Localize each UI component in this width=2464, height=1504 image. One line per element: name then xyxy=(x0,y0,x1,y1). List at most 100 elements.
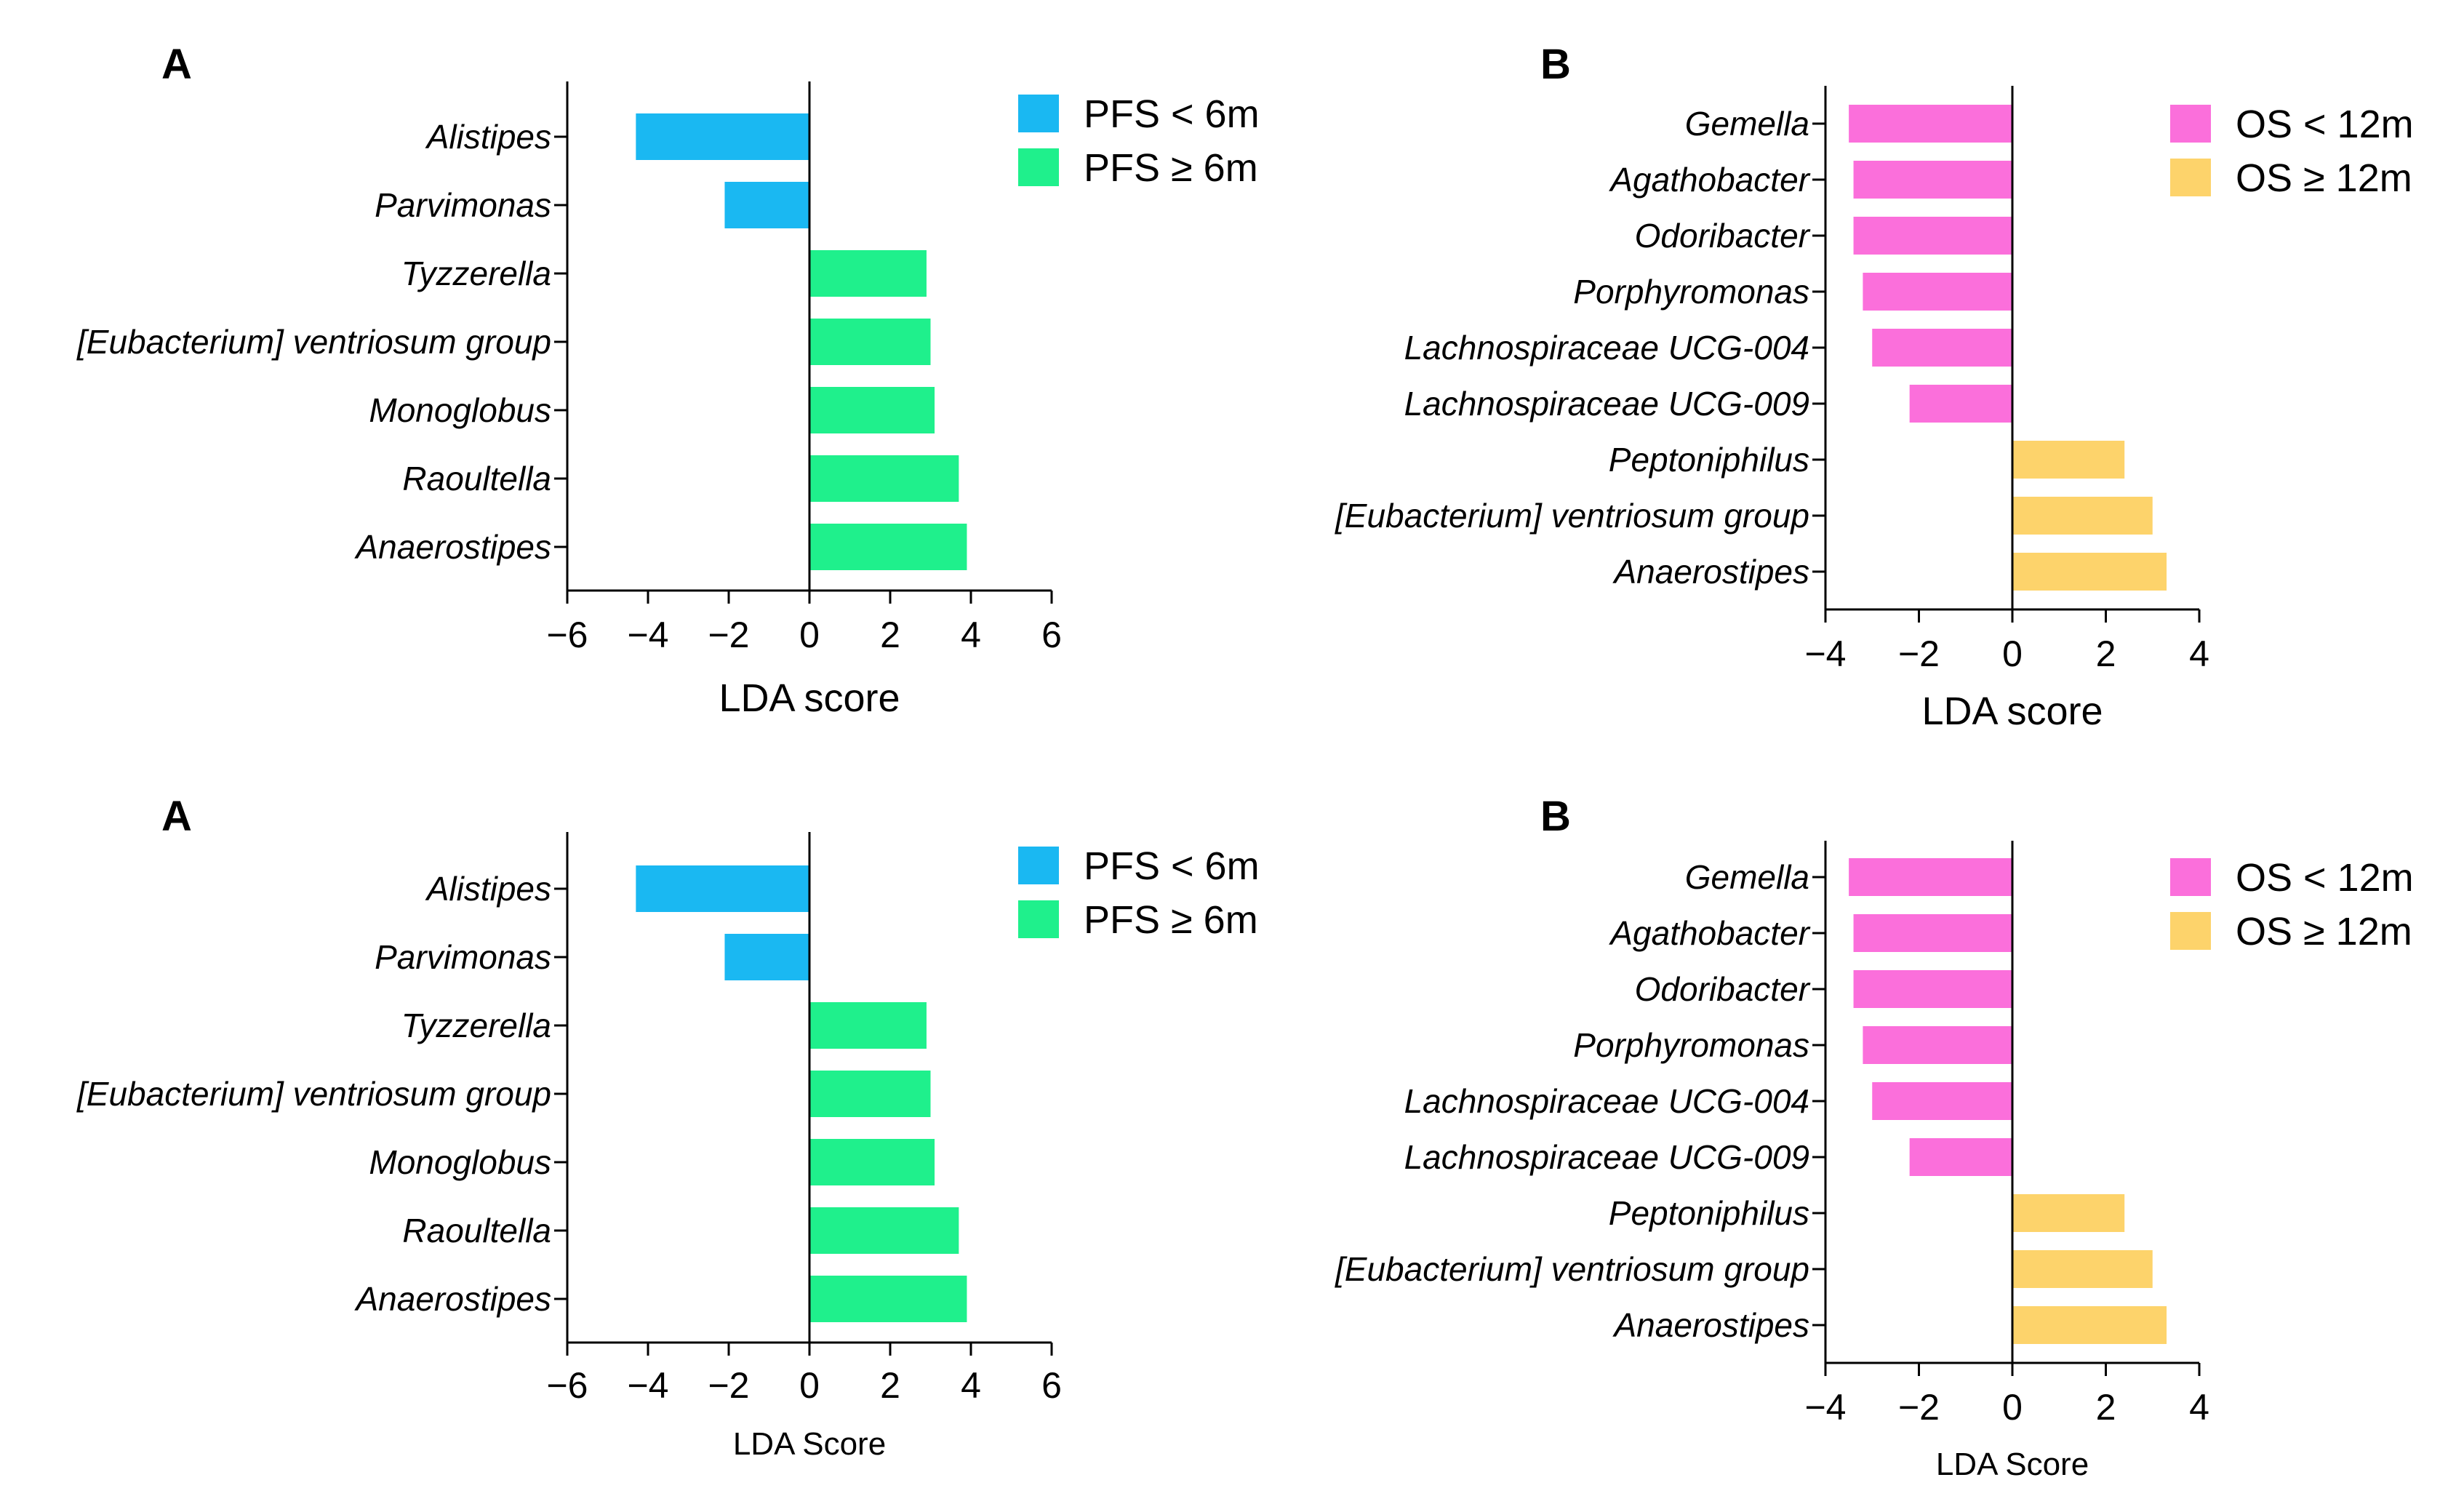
panel-label: B xyxy=(1540,793,1571,840)
bar-2-3 xyxy=(809,1002,927,1049)
bar-1-6 xyxy=(1909,385,2012,423)
legend-label-2: PFS ≥ 6m xyxy=(1084,898,1258,942)
category-label: Anaerostipes xyxy=(1612,553,1810,591)
bar-1-2 xyxy=(1853,161,2012,199)
x-tick-label: −2 xyxy=(1898,1387,1940,1428)
category-label: Peptoniphilus xyxy=(1609,1194,1809,1232)
category-label: [Eubacterium] ventriosum group xyxy=(76,1075,551,1113)
x-tick-label: −2 xyxy=(1898,633,1940,674)
category-label: Lachnospiraceae UCG-004 xyxy=(1404,1082,1809,1120)
x-tick-label: 4 xyxy=(961,615,981,655)
legend-swatch-1 xyxy=(1018,847,1059,884)
bar-2-6 xyxy=(809,455,959,502)
bar-2-7 xyxy=(2012,1194,2125,1232)
x-tick-label: 0 xyxy=(799,1365,820,1406)
x-tick-label: 4 xyxy=(2189,633,2209,674)
x-axis-title: LDA Score xyxy=(733,1426,886,1462)
bar-1-1 xyxy=(636,865,809,912)
bar-1-1 xyxy=(1849,105,2012,143)
legend-swatch-1 xyxy=(2170,105,2211,143)
bar-1-1 xyxy=(1849,858,2012,896)
chart-panel-2: B Gemella Agathobacter Odoribacter Porphyrom… xyxy=(1335,41,2414,733)
bar-1-1 xyxy=(636,113,809,160)
category-label: Raoultella xyxy=(402,1212,551,1249)
legend-swatch-1 xyxy=(1018,95,1059,132)
x-tick-label: 0 xyxy=(2002,633,2023,674)
panel-label: A xyxy=(161,41,192,88)
legend-swatch-2 xyxy=(2170,159,2211,196)
x-tick-label: −4 xyxy=(627,615,668,655)
x-tick-label: −6 xyxy=(546,615,588,655)
category-label: Lachnospiraceae UCG-009 xyxy=(1404,1138,1809,1176)
x-tick-label: −4 xyxy=(627,1365,668,1406)
category-label: Anaerostipes xyxy=(354,528,552,566)
x-tick-label: 2 xyxy=(2096,1387,2116,1428)
bar-1-5 xyxy=(1872,329,2012,367)
category-label: Anaerostipes xyxy=(1612,1306,1810,1344)
bar-1-4 xyxy=(1863,1026,2012,1064)
bar-2-7 xyxy=(2012,441,2125,479)
x-tick-label: 4 xyxy=(961,1365,981,1406)
bar-1-2 xyxy=(1853,914,2012,952)
category-label: Parvimonas xyxy=(375,186,551,224)
legend-label-2: OS ≥ 12m xyxy=(2236,156,2412,200)
category-label: Porphyromonas xyxy=(1573,273,1809,311)
x-tick-label: 2 xyxy=(880,1365,900,1406)
x-tick-label: 2 xyxy=(2096,633,2116,674)
category-label: Tyzzerella xyxy=(401,1007,551,1044)
x-tick-label: 6 xyxy=(1041,1365,1062,1406)
bar-2-7 xyxy=(809,1276,967,1322)
bar-2-8 xyxy=(2012,497,2153,535)
category-label: Porphyromonas xyxy=(1573,1026,1809,1064)
x-tick-label: −4 xyxy=(1804,1387,1846,1428)
panel-label: B xyxy=(1540,41,1571,88)
x-tick-label: −2 xyxy=(708,615,749,655)
chart-panel-4: B Gemella Agathobacter Odoribacter Porphyrom… xyxy=(1335,793,2414,1482)
category-label: Odoribacter xyxy=(1635,217,1811,255)
bar-1-3 xyxy=(1853,217,2012,255)
legend-label-1: OS < 12m xyxy=(2236,103,2414,146)
legend-swatch-2 xyxy=(1018,148,1059,186)
x-tick-label: −2 xyxy=(708,1365,749,1406)
x-tick-label: −4 xyxy=(1804,633,1846,674)
x-axis-title: LDA score xyxy=(1921,689,2103,733)
category-label: Raoultella xyxy=(402,460,551,497)
legend-label-1: OS < 12m xyxy=(2236,856,2414,900)
category-label: Alistipes xyxy=(425,118,551,156)
category-label: Alistipes xyxy=(425,870,551,908)
category-label: Gemella xyxy=(1685,858,1809,896)
panel-label: A xyxy=(161,793,192,840)
category-label: Agathobacter xyxy=(1608,914,1810,952)
chart-panel-3: A Alistipes Parvimonas Tyzzerella [Eubacteri… xyxy=(76,793,1260,1462)
bar-2-9 xyxy=(2012,1306,2167,1344)
x-tick-label: 2 xyxy=(880,615,900,655)
bar-2-6 xyxy=(809,1207,959,1254)
category-label: Parvimonas xyxy=(375,938,551,976)
chart-panel-1: A Alistipes Parvimonas Tyzzerella [Eubacteri… xyxy=(76,41,1260,720)
bar-1-5 xyxy=(1872,1082,2012,1120)
category-label: Odoribacter xyxy=(1635,970,1811,1008)
legend-label-1: PFS < 6m xyxy=(1084,844,1260,888)
bar-2-4 xyxy=(809,1071,931,1117)
category-label: Lachnospiraceae UCG-009 xyxy=(1404,385,1809,423)
bar-1-3 xyxy=(1853,970,2012,1008)
category-label: Tyzzerella xyxy=(401,255,551,292)
category-label: Lachnospiraceae UCG-004 xyxy=(1404,329,1809,367)
bar-2-3 xyxy=(809,250,927,297)
category-label: [Eubacterium] ventriosum group xyxy=(76,323,551,361)
category-label: Gemella xyxy=(1685,105,1809,143)
category-label: [Eubacterium] ventriosum group xyxy=(1335,1250,1809,1288)
bar-1-6 xyxy=(1909,1138,2012,1176)
bar-1-2 xyxy=(724,934,809,980)
x-tick-label: 0 xyxy=(799,615,820,655)
category-label: Anaerostipes xyxy=(354,1280,552,1318)
category-label: [Eubacterium] ventriosum group xyxy=(1335,497,1809,535)
bar-2-4 xyxy=(809,319,931,365)
bar-1-2 xyxy=(724,182,809,228)
x-tick-label: 0 xyxy=(2002,1387,2023,1428)
x-axis-title: LDA score xyxy=(719,676,900,720)
x-tick-label: −6 xyxy=(546,1365,588,1406)
bar-2-8 xyxy=(2012,1250,2153,1288)
bar-1-4 xyxy=(1863,273,2012,311)
